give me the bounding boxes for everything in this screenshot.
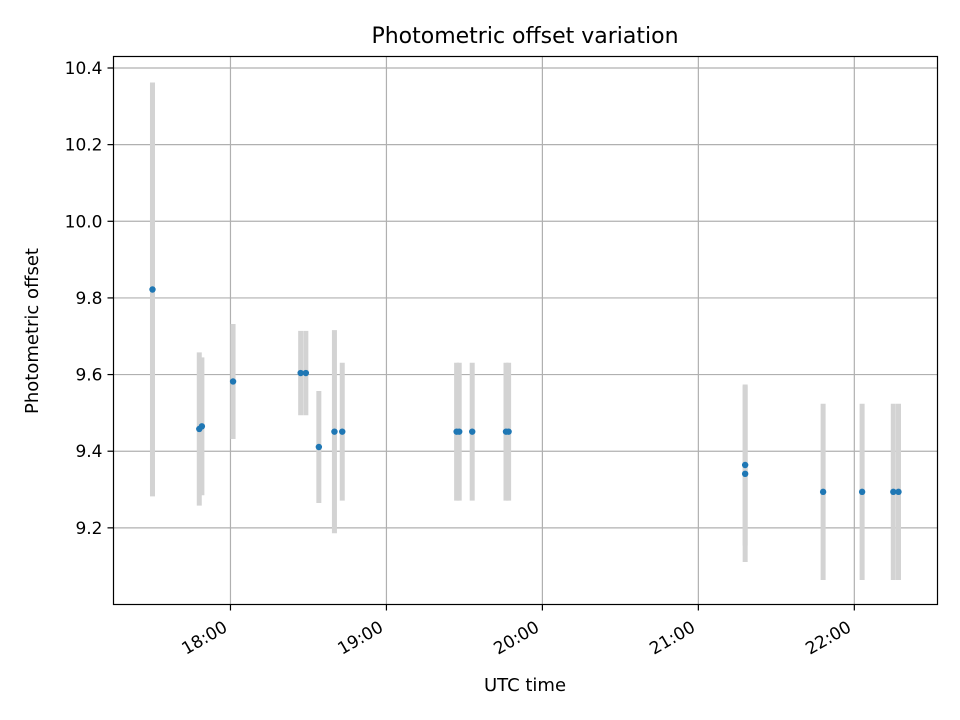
y-tick-label: 10.4	[65, 59, 103, 79]
data-point	[149, 286, 156, 293]
x-tick-label: 21:00	[646, 618, 698, 660]
x-axis-ticks: 18:00 19:00 20:00 21:00 22:00	[179, 604, 855, 660]
data-point	[469, 428, 476, 435]
data-points	[149, 286, 902, 496]
plot-frame	[112, 55, 939, 606]
data-point	[741, 461, 749, 469]
data-point	[895, 488, 902, 496]
error-bars	[149, 82, 902, 580]
y-tick-label: 9.6	[75, 366, 102, 386]
data-point	[456, 428, 463, 435]
y-tick-label: 10.2	[65, 136, 103, 156]
y-axis-label: Photometric offset	[22, 248, 43, 414]
data-point	[229, 378, 237, 385]
x-axis-label: UTC time	[484, 675, 566, 696]
x-tick-label: 22:00	[802, 618, 854, 660]
data-point	[297, 369, 304, 377]
data-point	[819, 488, 827, 496]
y-tick-label: 10.0	[65, 212, 103, 232]
data-point	[339, 428, 346, 435]
x-tick-label: 20:00	[490, 618, 542, 660]
chart-title: Photometric offset variation	[371, 24, 678, 49]
data-point	[198, 423, 206, 430]
x-tick-label: 19:00	[334, 618, 386, 660]
data-point	[302, 369, 310, 377]
y-axis-ticks: 9.2 9.4 9.6 9.8 10.0 10.2 10.4	[65, 59, 114, 539]
data-point	[505, 428, 512, 435]
data-point	[858, 488, 866, 496]
y-tick-label: 9.2	[75, 519, 102, 539]
data-point	[331, 428, 338, 435]
data-point	[315, 443, 323, 451]
data-point	[890, 488, 897, 496]
y-tick-label: 9.4	[75, 442, 102, 462]
data-point	[741, 470, 749, 478]
y-tick-label: 9.8	[75, 289, 102, 309]
grid	[113, 56, 938, 605]
x-tick-label: 18:00	[179, 618, 231, 660]
